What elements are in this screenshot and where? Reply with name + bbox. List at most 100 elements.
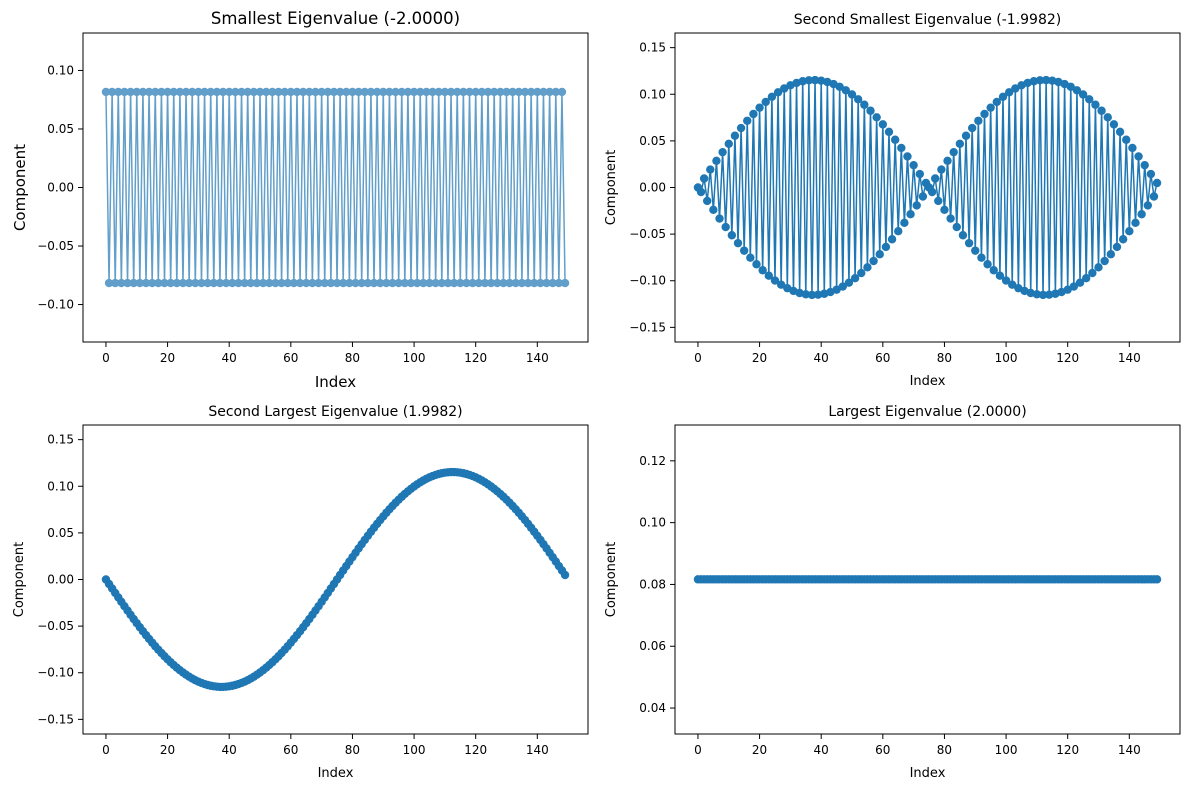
data-point xyxy=(483,87,493,97)
data-point xyxy=(706,165,715,174)
data-point xyxy=(329,87,339,97)
data-point xyxy=(940,205,949,215)
data-point xyxy=(835,82,844,92)
x-tick-label: 120 xyxy=(464,743,487,757)
x-tick-label: 140 xyxy=(526,743,549,757)
data-point xyxy=(927,187,937,197)
data-point xyxy=(181,87,191,97)
data-point xyxy=(215,278,225,288)
data-point xyxy=(477,87,487,97)
data-point xyxy=(366,87,376,97)
data-point xyxy=(1152,575,1162,584)
data-point xyxy=(449,278,459,288)
data-point xyxy=(909,160,918,170)
data-point xyxy=(261,87,271,97)
data-point xyxy=(212,87,222,97)
y-tick-label: 0.12 xyxy=(639,454,666,468)
data-point xyxy=(351,278,360,288)
data-point xyxy=(394,278,403,288)
data-point xyxy=(853,95,863,104)
data-point xyxy=(1091,100,1100,109)
y-axis-label: Component xyxy=(604,150,619,225)
chart-panel-1: 0 20 40 60 80 100 120 140 −0.15 −0.10 −0.05 0.00 0.0… xyxy=(604,12,1181,389)
x-tick-label: 60 xyxy=(283,743,298,757)
data-point xyxy=(807,290,817,300)
x-tick-label: 60 xyxy=(875,743,890,757)
data-point xyxy=(971,246,980,255)
chart-panel-0: 0 20 40 60 80 100 120 140 −0.10 −0.05 0.00 0.05 0.10… xyxy=(11,9,589,391)
data-point xyxy=(1131,218,1140,228)
y-tick-label: −0.10 xyxy=(629,274,666,288)
x-tick-label: 0 xyxy=(694,743,702,757)
data-point xyxy=(712,156,721,165)
data-point xyxy=(277,278,286,288)
y-tick-label: −0.05 xyxy=(37,239,74,253)
data-point xyxy=(428,87,437,97)
x-tick-label: 120 xyxy=(1056,743,1079,757)
data-point xyxy=(523,278,533,288)
data-point xyxy=(992,97,1002,107)
y-tick-label: −0.10 xyxy=(37,298,74,312)
data-point xyxy=(838,282,847,291)
data-point xyxy=(770,276,780,285)
data-point xyxy=(736,123,746,133)
y-axis-label: Component xyxy=(11,144,29,231)
data-point xyxy=(989,266,998,275)
x-tick-label: 20 xyxy=(160,351,175,365)
x-tick-label: 20 xyxy=(752,743,767,757)
data-point xyxy=(499,278,508,288)
data-point xyxy=(1004,88,1014,97)
data-point xyxy=(114,87,123,97)
data-point xyxy=(912,201,921,210)
data-point xyxy=(489,87,499,97)
series-group xyxy=(693,575,1162,584)
data-point xyxy=(857,268,866,278)
data-point xyxy=(520,87,530,97)
data-point xyxy=(406,278,416,288)
data-point xyxy=(1045,290,1054,299)
data-point xyxy=(342,87,351,97)
data-point xyxy=(496,87,505,97)
data-point xyxy=(1122,135,1131,144)
data-point xyxy=(169,87,178,97)
data-point xyxy=(465,87,474,97)
y-tick-label: 0.00 xyxy=(639,181,666,195)
series-group xyxy=(693,75,1162,300)
data-point xyxy=(1029,77,1039,86)
chart-title: Second Smallest Eigenvalue (-1.9982) xyxy=(794,12,1061,28)
data-point xyxy=(761,97,770,107)
x-tick-label: 140 xyxy=(1118,351,1141,365)
x-tick-label: 80 xyxy=(345,743,360,757)
y-tick-label: −0.05 xyxy=(37,619,74,633)
data-point xyxy=(937,165,946,174)
data-point xyxy=(866,106,875,115)
data-point xyxy=(557,87,567,97)
data-point xyxy=(283,278,292,288)
data-point xyxy=(890,135,900,144)
data-point xyxy=(252,278,262,288)
data-point xyxy=(360,87,369,97)
data-point xyxy=(255,87,265,97)
data-point xyxy=(949,147,958,157)
data-point xyxy=(197,278,206,288)
y-tick-label: 0.10 xyxy=(47,479,74,493)
data-point xyxy=(271,278,280,288)
data-point xyxy=(163,87,172,97)
data-point xyxy=(514,87,524,97)
y-tick-label: 0.15 xyxy=(639,41,666,55)
data-point xyxy=(363,278,373,288)
data-point xyxy=(308,278,317,288)
data-point xyxy=(875,250,884,259)
data-point xyxy=(878,120,888,129)
data-point xyxy=(209,278,218,288)
data-point xyxy=(311,87,320,97)
y-tick-label: −0.05 xyxy=(629,227,666,241)
y-tick-label: 0.10 xyxy=(639,87,666,101)
y-tick-label: 0.08 xyxy=(639,577,666,591)
x-tick-label: 100 xyxy=(995,743,1018,757)
data-point xyxy=(730,131,740,140)
data-point xyxy=(1097,106,1106,115)
data-point xyxy=(289,278,299,288)
x-tick-label: 40 xyxy=(222,351,237,365)
